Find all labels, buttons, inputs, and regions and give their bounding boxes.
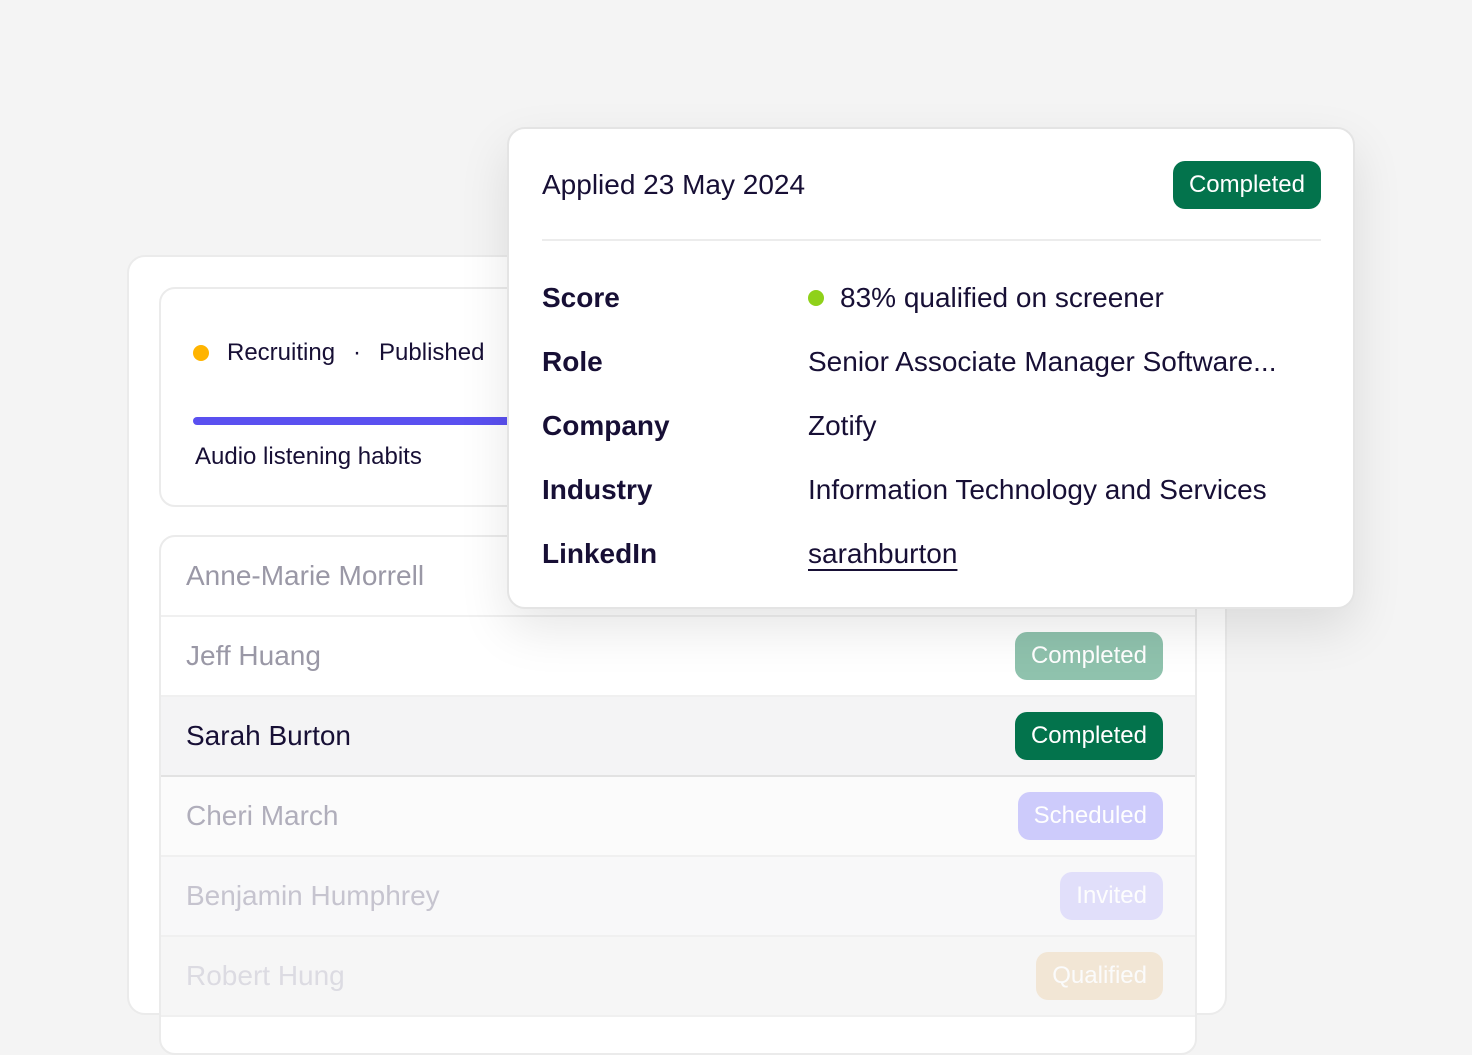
progress-bar	[193, 417, 793, 425]
status-badge: Completed	[1172, 161, 1321, 209]
study-status: Recruiting · Published	[193, 339, 484, 367]
field-label: Industry	[542, 474, 653, 505]
participant-list: Anne-Marie Morrell Jeff Huang Completed S…	[159, 535, 1197, 1055]
status-dot-icon	[193, 345, 209, 361]
field-label: Score	[542, 282, 620, 313]
field-value: 83% qualified on screener	[840, 282, 1164, 313]
participant-row[interactable]: Anne-Marie Morrell	[161, 537, 1195, 617]
participant-row[interactable]: Robert Hung Qualified	[161, 937, 1195, 1017]
field-linkedin: LinkedIn sarahburton	[542, 534, 1321, 574]
status-badge: Scheduled	[1017, 792, 1163, 840]
participant-row[interactable]: Cheri March Scheduled	[161, 777, 1195, 857]
participant-row[interactable]: Jeff Huang Completed	[161, 617, 1195, 697]
field-label: Role	[542, 346, 603, 377]
field-industry: Industry Information Technology and Serv…	[542, 470, 1321, 510]
status-label: Recruiting	[227, 339, 336, 366]
field-label: Company	[542, 410, 670, 441]
participant-name: Robert Hung	[186, 960, 345, 991]
field-value: Information Technology and Services	[808, 474, 1267, 505]
linkedin-link[interactable]: sarahburton	[808, 538, 958, 569]
field-company: Company Zotify	[542, 406, 1321, 446]
divider	[542, 239, 1321, 241]
participant-name: Anne-Marie Morrell	[186, 560, 425, 591]
study-title: Audio listening habits	[195, 443, 422, 470]
field-value: Senior Associate Manager Software...	[808, 346, 1277, 377]
score-dot-icon	[808, 290, 824, 306]
status-badge: Invited	[1060, 872, 1163, 920]
field-value: Zotify	[808, 410, 877, 441]
field-score: Score 83% qualified on screener	[542, 278, 1321, 318]
separator: ·	[353, 339, 362, 366]
status-badge: Completed	[1014, 712, 1163, 760]
participant-name: Cheri March	[186, 800, 339, 831]
status-badge: Qualified	[1036, 952, 1163, 1000]
participant-name: Jeff Huang	[186, 640, 321, 671]
participant-name: Sarah Burton	[186, 720, 351, 751]
field-label: LinkedIn	[542, 538, 658, 569]
status-badge: Completed	[1014, 632, 1163, 680]
participant-row-selected[interactable]: Sarah Burton Completed	[161, 697, 1195, 777]
published-label: Published	[379, 339, 485, 366]
applied-date: Applied 23 May 2024	[542, 169, 806, 200]
participant-name: Benjamin Humphrey	[186, 880, 440, 911]
participant-popover: Applied 23 May 2024 Completed Score 83% …	[507, 127, 1355, 609]
participant-row[interactable]: Benjamin Humphrey Invited	[161, 857, 1195, 937]
field-role: Role Senior Associate Manager Software..…	[542, 342, 1321, 382]
